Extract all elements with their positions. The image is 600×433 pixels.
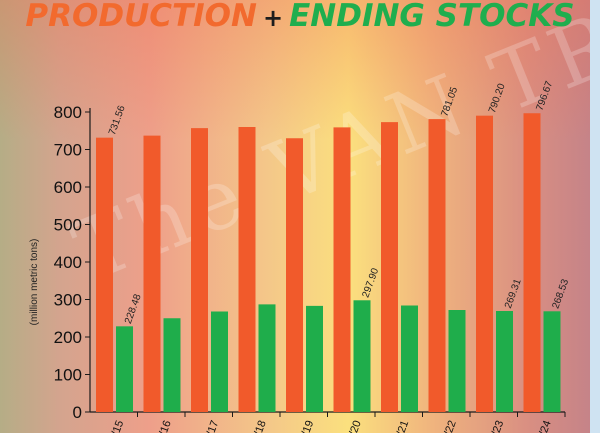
ending-stocks-bar: [306, 305, 323, 412]
title-plus: +: [262, 4, 284, 32]
production-data-label: 796.67: [534, 79, 555, 112]
ending-stocks-bar: [401, 305, 418, 412]
production-data-label: 731.56: [107, 104, 128, 137]
x-tick-label: 9/20: [345, 419, 364, 433]
y-axis-label: (million metric tons): [29, 239, 40, 326]
title-production: PRODUCTION: [25, 0, 257, 34]
x-tick-label: 1/22: [440, 419, 459, 433]
x-tick-label: 0/21: [393, 419, 412, 433]
ending-stocks-bar: [163, 318, 181, 412]
ending-stocks-bar: [448, 310, 466, 412]
y-tick-label: 800: [54, 103, 82, 122]
x-tick-label: 4/15: [108, 419, 127, 433]
chart-title: PRODUCTION + ENDING STOCKS: [0, 0, 600, 34]
production-bar: [191, 128, 208, 412]
production-bar: [428, 119, 446, 412]
x-tick-label: 5/17: [203, 419, 222, 433]
ending-stocks-data-label: 269.31: [503, 277, 524, 310]
ending-stocks-data-label: 297.90: [360, 266, 381, 299]
ending-stocks-data-label: 228.48: [123, 292, 144, 325]
y-tick-label: 300: [54, 291, 82, 310]
x-tick-label: 3/24: [535, 419, 554, 433]
production-bar: [333, 127, 351, 412]
y-tick-label: 400: [54, 253, 82, 272]
x-tick-label: 8/19: [298, 419, 317, 433]
y-tick-label: 600: [54, 178, 82, 197]
ending-stocks-bar: [353, 300, 371, 412]
production-bar: [96, 137, 113, 413]
production-bar: [381, 122, 398, 412]
ending-stocks-bar: [496, 311, 513, 412]
y-tick-label: 0: [73, 403, 82, 422]
ending-stocks-bar: [116, 326, 133, 412]
y-tick-label: 500: [54, 216, 82, 235]
production-data-label: 790.20: [487, 82, 508, 115]
production-bar: [143, 135, 161, 412]
ending-stocks-bar: [543, 311, 561, 412]
production-bar: [523, 113, 541, 412]
y-tick-label: 700: [54, 141, 82, 160]
y-tick-label: 200: [54, 328, 82, 347]
title-ending-stocks: ENDING STOCKS: [289, 0, 575, 34]
production-bar: [286, 138, 303, 412]
x-tick-label: 2/23: [488, 419, 507, 433]
ending-stocks-bar: [211, 311, 228, 412]
x-tick-label: 5/16: [155, 419, 174, 433]
ending-stocks-bar: [258, 304, 276, 412]
production-data-label: 781.05: [439, 85, 460, 118]
y-tick-label: 100: [54, 366, 82, 385]
x-tick-label: 7/18: [250, 419, 269, 433]
ending-stocks-data-label: 268.53: [550, 277, 571, 310]
right-edge-panel: [590, 0, 600, 433]
production-bar: [238, 127, 256, 412]
production-bar: [476, 115, 493, 413]
